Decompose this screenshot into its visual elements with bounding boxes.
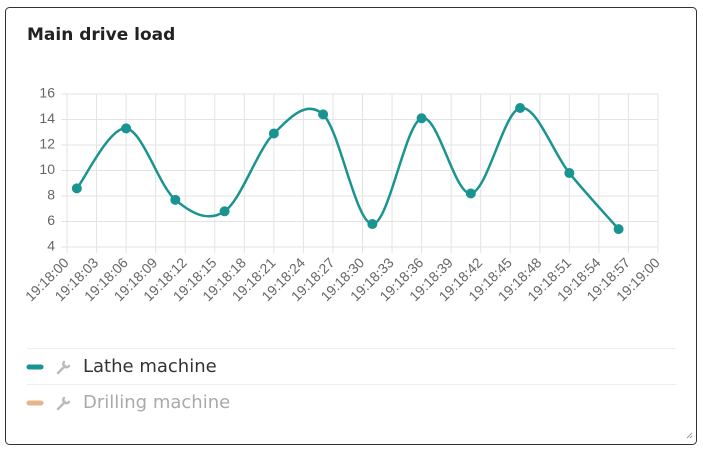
resize-handle: [686, 432, 693, 439]
y-tick-label: 14: [39, 110, 55, 126]
legend-item[interactable]: Lathe machine: [26, 356, 217, 377]
data-point: [515, 103, 526, 114]
data-point: [219, 206, 230, 217]
y-tick-label: 6: [47, 212, 55, 228]
data-point: [318, 109, 329, 120]
y-tick-label: 4: [47, 238, 55, 254]
legend-item[interactable]: Drilling machine: [26, 392, 230, 413]
legend-label: Drilling machine: [83, 392, 230, 413]
data-point: [564, 168, 575, 179]
y-tick-label: 10: [39, 161, 55, 177]
card-border: [5, 7, 697, 445]
data-point: [121, 123, 132, 134]
data-point: [416, 113, 427, 124]
wrench-icon: [56, 360, 71, 375]
chart-title: Main drive load: [27, 25, 175, 45]
y-tick-label: 12: [39, 136, 55, 152]
wrench-icon: [56, 396, 71, 411]
data-point: [465, 188, 476, 199]
legend-label: Lathe machine: [83, 356, 217, 377]
data-point: [367, 219, 378, 230]
y-tick-label: 16: [39, 85, 55, 101]
data-point: [71, 183, 82, 194]
y-tick-label: 8: [47, 187, 55, 203]
data-point: [170, 194, 181, 205]
data-point: [613, 224, 624, 235]
data-point: [268, 128, 279, 139]
